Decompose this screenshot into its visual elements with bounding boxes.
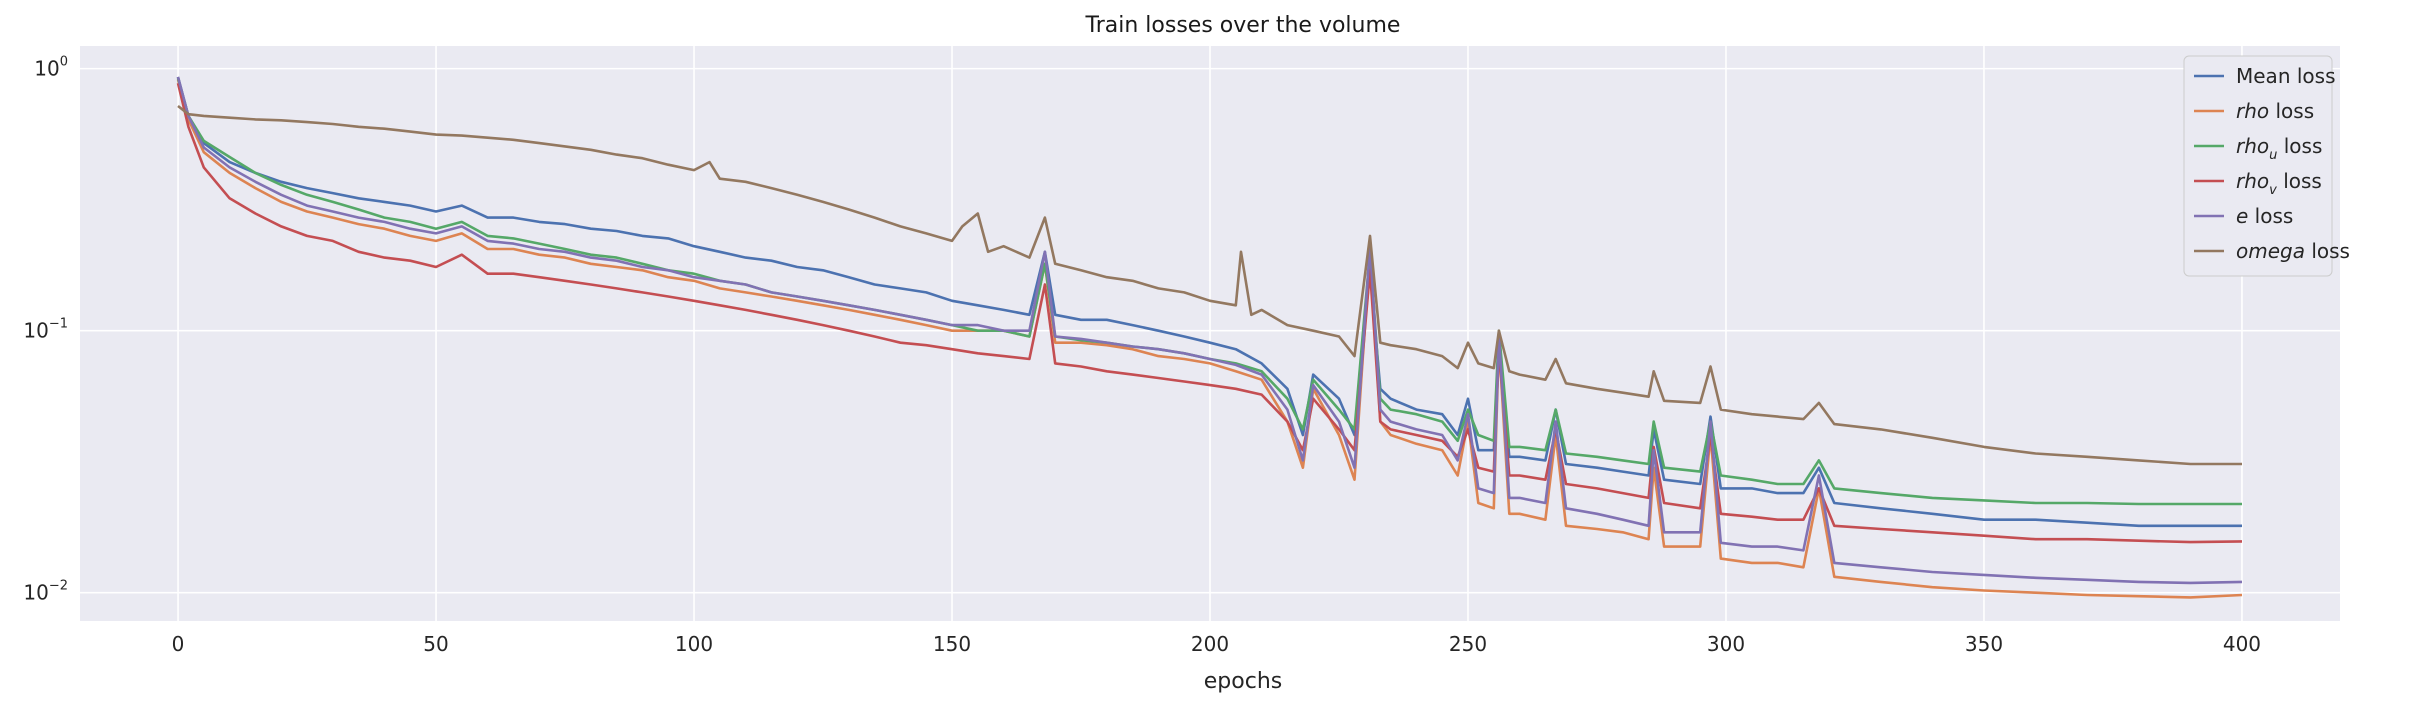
x-tick-label: 100 — [675, 632, 713, 656]
x-tick-label: 0 — [172, 632, 185, 656]
x-tick-label: 300 — [1707, 632, 1745, 656]
grid — [80, 46, 2340, 621]
x-tick-label: 350 — [1965, 632, 2003, 656]
chart-title: Train losses over the volume — [1085, 13, 1401, 38]
legend-label: rho loss — [2236, 99, 2314, 123]
x-tick-label: 150 — [933, 632, 971, 656]
series-lines — [176, 76, 2243, 599]
x-axis-ticks: 0 50 100 150 200 250 300 350 400 — [172, 632, 2261, 656]
legend-label: omega loss — [2236, 239, 2350, 263]
x-tick-label: 50 — [423, 632, 448, 656]
legend-label: rhov loss — [2236, 169, 2322, 198]
legend-label: Mean loss — [2236, 64, 2335, 88]
x-tick-label: 400 — [2223, 632, 2261, 656]
legend: Mean loss rho loss rhou loss rhov loss e los… — [2183, 55, 2350, 277]
x-axis-title: epochs — [1204, 669, 1282, 694]
legend-label: e loss — [2236, 204, 2293, 228]
x-tick-label: 250 — [1449, 632, 1487, 656]
series-line-4 — [176, 76, 2243, 585]
legend-label: rhou loss — [2236, 134, 2322, 163]
series-line-5 — [177, 104, 2242, 466]
x-tick-label: 200 — [1191, 632, 1229, 656]
y-tick-label: 10−1 — [23, 317, 68, 343]
